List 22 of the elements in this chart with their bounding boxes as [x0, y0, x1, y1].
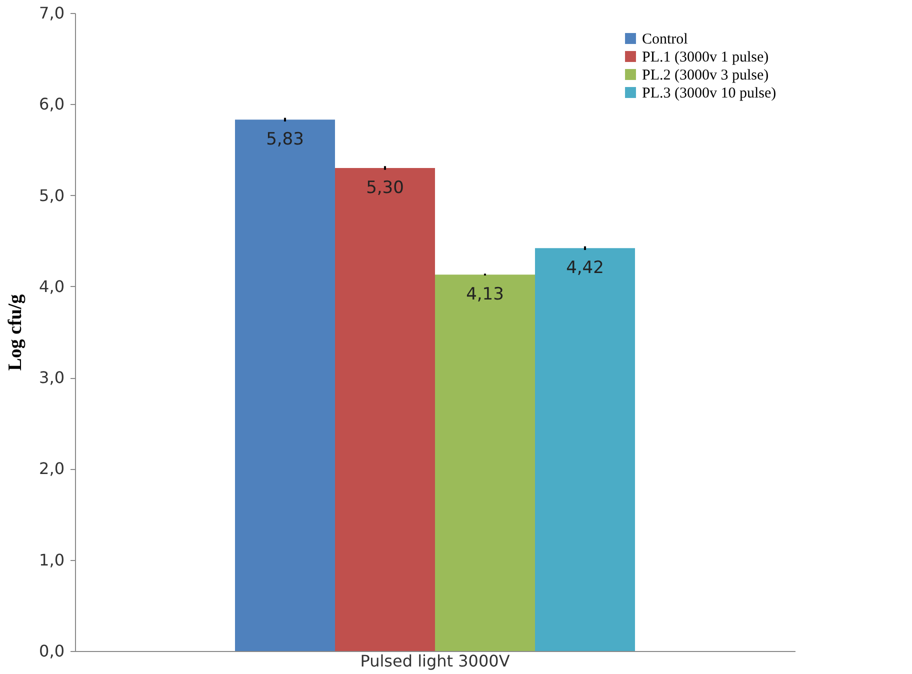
y-tick-label: 3,0	[39, 368, 64, 388]
bar	[335, 168, 435, 651]
data-label: 4,42	[566, 258, 604, 278]
y-tick-label: 5,0	[39, 186, 64, 205]
legend-label: PL.3 (3000v 10 pulse)	[642, 86, 776, 102]
y-tick-label: 4,0	[39, 276, 64, 296]
data-label: 4,13	[466, 284, 504, 305]
bar	[535, 248, 635, 651]
y-tick-label: 2,0	[39, 459, 64, 478]
y-tick-label: 6,0	[39, 94, 64, 114]
y-axis-title: Log cfu/g	[5, 294, 26, 371]
legend-label: Control	[642, 32, 688, 48]
legend-label: PL.1 (3000v 1 pulse)	[642, 50, 769, 66]
bar	[235, 120, 335, 651]
x-tick-label: Pulsed light 3000V	[360, 652, 510, 670]
data-label: 5,83	[266, 130, 304, 150]
y-tick-label: 7,0	[39, 4, 64, 22]
legend-label: PL.2 (3000v 3 pulse)	[642, 68, 769, 84]
bar	[435, 274, 535, 651]
y-tick-label: 1,0	[39, 550, 64, 570]
data-label: 5,30	[366, 178, 404, 198]
y-tick-label: 0,0	[39, 642, 64, 660]
